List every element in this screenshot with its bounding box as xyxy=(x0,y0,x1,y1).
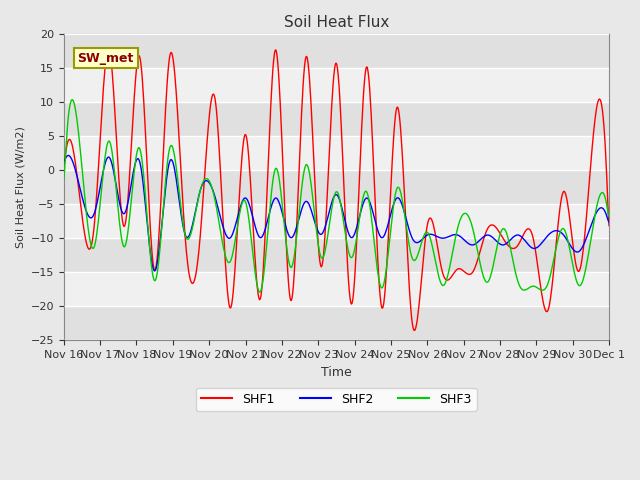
SHF2 xyxy=(605,219,613,225)
SHF2 xyxy=(137,164,145,170)
Text: SW_met: SW_met xyxy=(77,51,134,64)
SHF1 xyxy=(452,267,460,273)
SHF2 xyxy=(452,232,460,238)
Bar xyxy=(64,272,609,306)
SHF3 xyxy=(294,222,301,228)
SHF3 xyxy=(68,97,76,103)
Bar xyxy=(64,102,609,136)
SHF1 xyxy=(314,233,321,239)
SHF1 xyxy=(466,272,474,277)
SHF2 xyxy=(62,155,70,160)
Bar xyxy=(64,238,609,272)
SHF2 xyxy=(315,229,323,235)
SHF3 xyxy=(62,144,70,150)
Legend: SHF1, SHF2, SHF3: SHF1, SHF2, SHF3 xyxy=(196,388,477,411)
SHF3 xyxy=(466,216,474,221)
SHF2 xyxy=(60,158,68,164)
SHF3 xyxy=(315,243,323,249)
SHF2 xyxy=(151,268,159,274)
SHF1 xyxy=(62,147,70,153)
Y-axis label: Soil Heat Flux (W/m2): Soil Heat Flux (W/m2) xyxy=(15,126,25,248)
SHF1 xyxy=(105,45,113,51)
Line: SHF2: SHF2 xyxy=(64,156,609,271)
SHF3 xyxy=(452,230,460,236)
SHF2 xyxy=(65,153,72,158)
SHF1 xyxy=(411,327,419,333)
SHF2 xyxy=(294,220,301,226)
SHF3 xyxy=(60,175,68,181)
Bar xyxy=(64,34,609,68)
SHF3 xyxy=(256,289,264,295)
SHF1 xyxy=(137,60,145,66)
Bar xyxy=(64,170,609,204)
Bar xyxy=(64,204,609,238)
SHF1 xyxy=(60,163,68,168)
Title: Soil Heat Flux: Soil Heat Flux xyxy=(284,15,389,30)
SHF2 xyxy=(466,241,474,247)
X-axis label: Time: Time xyxy=(321,366,352,379)
Bar xyxy=(64,306,609,340)
SHF1 xyxy=(605,223,613,228)
SHF3 xyxy=(137,150,145,156)
Bar xyxy=(64,136,609,170)
Bar xyxy=(64,68,609,102)
SHF1 xyxy=(293,213,301,219)
SHF3 xyxy=(605,214,613,219)
Line: SHF1: SHF1 xyxy=(64,48,609,330)
Line: SHF3: SHF3 xyxy=(64,100,609,292)
